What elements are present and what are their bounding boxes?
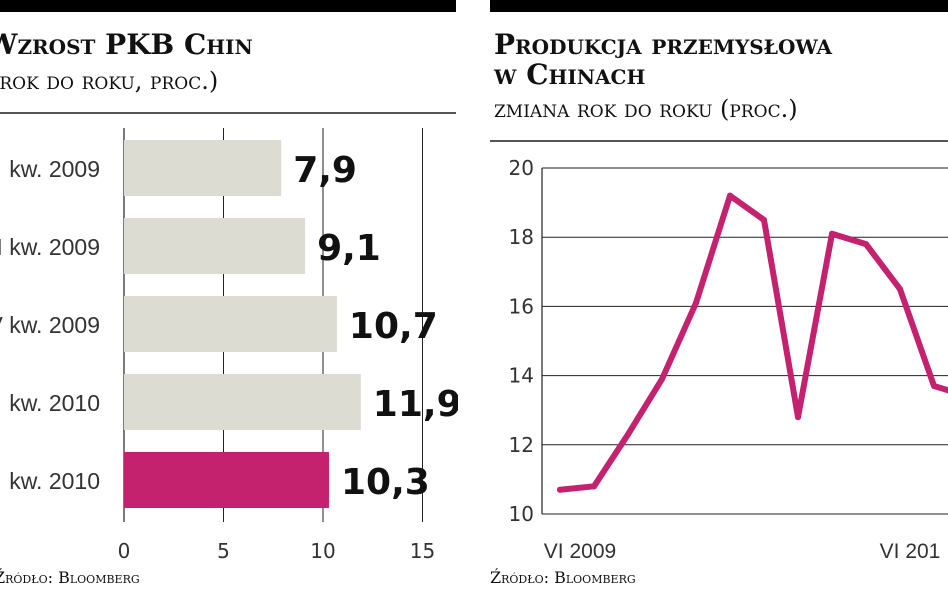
y-tick-label: 10 <box>509 502 534 526</box>
top-black-bar <box>0 0 456 12</box>
category-label: V kw. 2009 <box>0 312 100 338</box>
y-tick-label: 12 <box>509 433 534 457</box>
chart-title: Wzrost PKB Chin <box>0 28 253 61</box>
data-point <box>897 286 903 293</box>
line-chart: 10 12 14 16 18 20 VI 2009 VI 201 <box>509 156 948 563</box>
chart-title-line-1: Produkcja przemysłowa <box>494 28 833 61</box>
y-tick-label: 20 <box>509 156 534 180</box>
y-tick-label: 16 <box>509 294 534 318</box>
value-label: 7,9 <box>293 150 357 191</box>
category-label: kw. 2010 <box>9 390 100 416</box>
category-label: kw. 2009 <box>9 156 100 182</box>
header-rule <box>0 112 456 114</box>
bar <box>124 296 337 352</box>
data-point <box>625 431 631 438</box>
data-point <box>557 486 563 493</box>
category-label: kw. 2010 <box>9 468 100 494</box>
bar <box>124 140 282 196</box>
data-point <box>693 299 699 306</box>
y-tick-label: 18 <box>509 225 534 249</box>
data-point <box>659 376 665 383</box>
bar <box>124 374 361 430</box>
chart-title-line-2: w Chinach <box>494 58 646 91</box>
data-point <box>863 241 869 248</box>
bar <box>124 452 329 508</box>
x-tick-label: 15 <box>410 539 435 560</box>
data-point <box>931 382 937 389</box>
top-black-bar <box>490 0 948 12</box>
chart-source: Źródło: Bloomberg <box>0 568 140 587</box>
value-label: 10,7 <box>349 306 438 347</box>
chart-subtitle: (rok do roku, proc.) <box>0 67 219 95</box>
gdp-growth-panel: Wzrost PKB Chin (rok do roku, proc.) 0 5 1… <box>0 0 458 593</box>
industrial-production-panel: Produkcja przemysłowa w Chinach zmiana r… <box>490 0 948 593</box>
chart-source: Źródło: Bloomberg <box>490 568 636 587</box>
y-tick-label: 14 <box>509 364 534 388</box>
category-label: I kw. 2009 <box>0 234 100 260</box>
data-point <box>727 192 733 199</box>
data-point <box>795 414 801 421</box>
chart-subtitle: zmiana rok do roku (proc.) <box>494 95 798 123</box>
value-label: 9,1 <box>317 228 381 269</box>
header-rule <box>490 140 948 142</box>
x-tick-label: 5 <box>217 539 230 560</box>
data-point <box>591 483 597 490</box>
bar <box>124 218 306 274</box>
bar-chart: 0 5 10 15 kw. 2009 7,9 I kw. 2009 9,1 V kw. 2009… <box>0 128 458 560</box>
data-point <box>829 230 835 237</box>
value-label: 11,9 <box>373 384 458 425</box>
x-tick-label: 0 <box>118 539 131 560</box>
value-label: 10,3 <box>341 462 430 503</box>
data-point <box>761 216 767 223</box>
x-tick-label: VI 201 <box>880 540 941 563</box>
x-tick-label: VI 2009 <box>544 540 616 563</box>
x-tick-label: 10 <box>310 539 335 560</box>
series-line <box>557 192 948 493</box>
